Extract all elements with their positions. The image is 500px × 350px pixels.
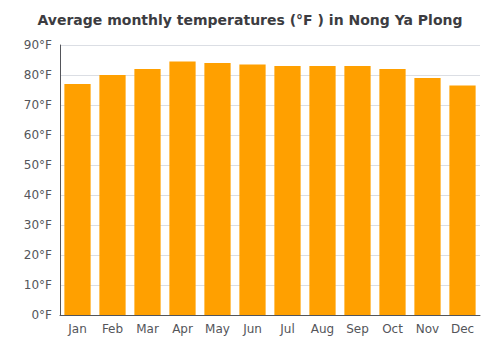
svg-text:Jan: Jan [67, 322, 87, 336]
svg-text:90°F: 90°F [24, 38, 52, 52]
svg-text:40°F: 40°F [24, 188, 52, 202]
svg-text:Jul: Jul [279, 322, 294, 336]
svg-text:Apr: Apr [172, 322, 193, 336]
svg-text:Mar: Mar [136, 322, 159, 336]
svg-text:0°F: 0°F [31, 308, 52, 322]
svg-text:50°F: 50°F [24, 158, 52, 172]
svg-text:May: May [205, 322, 230, 336]
svg-text:Nov: Nov [416, 322, 439, 336]
svg-text:20°F: 20°F [24, 248, 52, 262]
svg-text:60°F: 60°F [24, 128, 52, 142]
svg-text:Jun: Jun [242, 322, 262, 336]
svg-text:Feb: Feb [102, 322, 123, 336]
svg-text:Aug: Aug [311, 322, 334, 336]
svg-text:Sep: Sep [346, 322, 369, 336]
svg-text:70°F: 70°F [24, 98, 52, 112]
svg-text:80°F: 80°F [24, 68, 52, 82]
svg-text:Average monthly temperatures (: Average monthly temperatures (°F ) in No… [37, 12, 462, 28]
svg-text:30°F: 30°F [24, 218, 52, 232]
svg-text:Dec: Dec [451, 322, 474, 336]
svg-text:Oct: Oct [382, 322, 403, 336]
svg-text:10°F: 10°F [24, 278, 52, 292]
